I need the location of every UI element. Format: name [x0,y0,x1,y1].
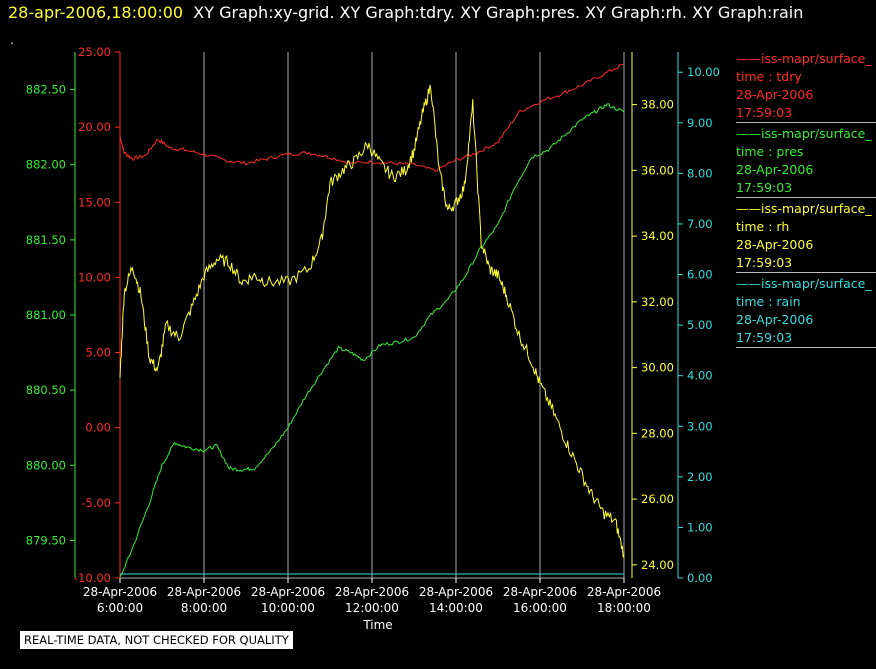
rain-y-tick-label: 1.00 [687,520,713,534]
tdry-y-tick-label: 10.00 [78,270,111,284]
tdry-series-line [119,63,625,172]
legend-entry: ——iss-mapr/surface_time : pres 28-Apr-200… [736,125,876,198]
rh-y-tick-label: 28.00 [641,426,674,440]
x-tick-label-date: 28-Apr-2006 [167,585,241,599]
x-tick-label-time: 8:00:00 [181,601,227,615]
legend-date: 28-Apr-2006 [736,162,814,177]
rain-y-tick-label: 4.00 [687,369,713,383]
legend: ——iss-mapr/surface_ time : tdry 28-Apr-200… [736,50,876,350]
status-dot: . [10,33,14,47]
legend-source: ——iss-mapr/surface_ [736,276,872,291]
quality-notice: REAL-TIME DATA, NOT CHECKED FOR QUALITY [20,631,293,649]
pres-y-tick-label: 882.00 [26,158,66,172]
x-tick-label-time: 16:00:00 [513,601,567,615]
x-tick-label-time: 14:00:00 [429,601,483,615]
x-tick-label-time: 18:00:00 [597,601,651,615]
rh-y-tick-label: 36.00 [641,163,674,177]
tdry-y-tick-label: -5.00 [81,496,111,510]
x-tick-label-time: 10:00:00 [261,601,315,615]
legend-time: 17:59:03 [736,330,793,345]
x-tick-label-time: 12:00:00 [345,601,399,615]
legend-time: 17:59:03 [736,180,793,195]
x-tick-label-date: 28-Apr-2006 [251,585,325,599]
rain-y-tick-label: 7.00 [687,217,713,231]
x-tick-label-date: 28-Apr-2006 [503,585,577,599]
legend-date: 28-Apr-2006 [736,237,814,252]
legend-date: 28-Apr-2006 [736,312,814,327]
legend-field: time : rain [736,294,801,309]
legend-entry: ——iss-mapr/surface_time : rh 28-Apr-2006 1… [736,200,876,273]
legend-field: time : tdry [736,69,802,84]
rain-y-tick-label: 8.00 [687,166,713,180]
rain-y-tick-label: 3.00 [687,419,713,433]
legend-time: 17:59:03 [736,255,793,270]
rh-y-tick-label: 26.00 [641,492,674,506]
x-tick-label-date: 28-Apr-2006 [83,585,157,599]
legend-field: time : pres [736,144,804,159]
rh-y-tick-label: 24.00 [641,558,674,572]
pres-y-tick-label: 880.50 [26,383,66,397]
legend-entry: ——iss-mapr/surface_time : tdry 28-Apr-200… [736,50,876,123]
pres-y-tick-label: 880.00 [26,458,66,472]
tdry-y-tick-label: -10.00 [74,571,111,585]
rain-y-tick-label: 5.00 [687,318,713,332]
tdry-y-tick-label: 25.00 [78,45,111,59]
pres-y-tick-label: 879.50 [26,533,66,547]
legend-source: ——iss-mapr/surface_ [736,126,872,141]
rh-y-tick-label: 32.00 [641,295,674,309]
x-tick-label-date: 28-Apr-2006 [335,585,409,599]
rain-y-tick-label: 6.00 [687,268,713,282]
rh-y-tick-label: 30.00 [641,361,674,375]
pres-y-tick-label: 881.50 [26,233,66,247]
tdry-y-tick-label: 20.00 [78,120,111,134]
x-tick-label-time: 6:00:00 [97,601,143,615]
rh-y-tick-label: 34.00 [641,229,674,243]
legend-source: ——iss-mapr/surface_ [736,51,872,66]
graph-title-bar: 28-apr-2006,18:00:00 XY Graph:xy-grid. X… [8,3,803,22]
tdry-y-tick-label: 5.00 [85,346,111,360]
rh-series-line [119,84,625,558]
legend-entry: ——iss-mapr/surface_time : rain 28-Apr-200… [736,275,876,348]
rain-y-tick-label: 9.00 [687,116,713,130]
pres-series-line [119,103,625,578]
pres-y-tick-label: 882.50 [26,83,66,97]
rain-y-tick-label: 2.00 [687,470,713,484]
rh-y-tick-label: 38.00 [641,98,674,112]
rain-y-tick-label: 0.00 [687,571,713,585]
legend-time: 17:59:03 [736,105,793,120]
x-tick-label-date: 28-Apr-2006 [419,585,493,599]
tdry-y-tick-label: 15.00 [78,195,111,209]
pres-y-tick-label: 881.00 [26,308,66,322]
legend-date: 28-Apr-2006 [736,87,814,102]
legend-field: time : rh [736,219,790,234]
x-axis-label: Time [362,618,392,632]
timestamp: 28-apr-2006,18:00:00 [8,3,184,22]
rain-y-tick-label: 10.00 [687,65,720,79]
tdry-y-tick-label: 0.00 [85,421,111,435]
x-tick-label-date: 28-Apr-2006 [587,585,661,599]
legend-source: ——iss-mapr/surface_ [736,201,872,216]
graph-list: XY Graph:xy-grid. XY Graph:tdry. XY Grap… [193,3,804,22]
